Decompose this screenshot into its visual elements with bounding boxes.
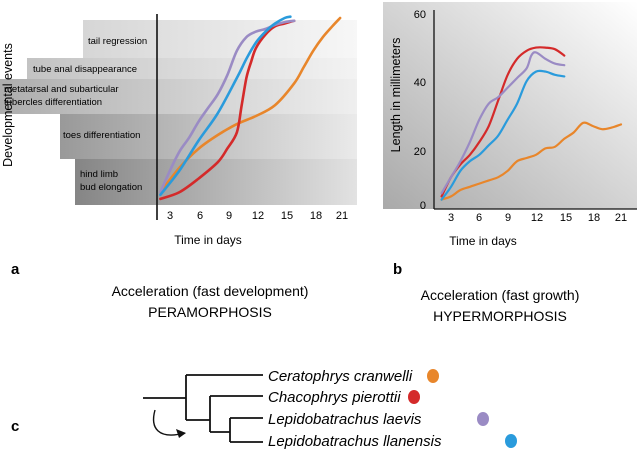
series-line-lepidobatrachus-llanensis [159, 15, 292, 197]
series-line-ceratophrys-cranwelli [159, 16, 342, 194]
series-line-chacophrys-pierottii [440, 46, 566, 198]
panel-a-y-axis-label: Developmental events [1, 43, 15, 167]
panel-b-y-tick: 60 [414, 9, 426, 21]
panel-b-x-tick: 21 [615, 212, 627, 224]
panel-a-x-tick: 12 [252, 210, 264, 222]
panel-label-a: a [11, 261, 20, 278]
panel-b-x-ticks: 3 6 9 12 15 18 21 [448, 212, 627, 224]
panel-a-x-tick: 15 [281, 210, 293, 222]
panel-a-x-tick: 9 [226, 210, 232, 222]
panel-b-x-tick: 9 [505, 212, 511, 224]
caption-b-line2: HYPERMORPHOSIS [433, 308, 567, 324]
panel-label-c: c [11, 418, 19, 435]
panel-b-x-tick: 6 [476, 212, 482, 224]
species-color-dot-red [408, 390, 420, 404]
species-label: Chacophrys pierottii [268, 389, 401, 406]
series-line-lepidobatrachus-llanensis [440, 69, 566, 201]
panel-c-tree [143, 374, 263, 443]
panel-a: tail regression tube anal disappearance … [0, 14, 357, 247]
panel-b-series [440, 46, 623, 201]
series-line-ceratophrys-cranwelli [440, 121, 623, 201]
panel-b-x-tick: 12 [531, 212, 543, 224]
band-toes [60, 114, 357, 159]
panel-b-x-tick: 3 [448, 212, 454, 224]
panel-b-y-axis-label: Length in millimeters [389, 38, 403, 153]
panel-b-y-tick: 20 [414, 146, 426, 158]
panel-b-y-tick: 40 [414, 77, 426, 89]
series-line-lepidobatrachus-laevis [440, 51, 566, 195]
caption-a-line1: Acceleration (fast development) [112, 283, 309, 299]
event-label-metatarsal-2: tubercles differentiation [4, 97, 102, 108]
arrow-head [176, 429, 186, 438]
panel-a-x-tick: 6 [197, 210, 203, 222]
band-tube-anal [27, 58, 357, 79]
event-label-hind-limb-1: hind limb [80, 169, 118, 180]
band-hind-limb [75, 159, 357, 205]
panel-b-x-axis-label: Time in days [449, 234, 517, 248]
species-label: Lepidobatrachus laevis [268, 411, 422, 428]
event-label-toes: toes differentiation [63, 130, 140, 141]
panel-b: Length in millimeters 0 20 40 60 3 6 9 1… [383, 2, 637, 248]
panel-a-x-ticks: 3 6 9 12 15 18 21 [167, 210, 348, 222]
panel-b-y-tick: 0 [420, 200, 426, 212]
band-metatarsal [0, 79, 357, 114]
panel-a-series [159, 15, 342, 201]
species-label: Lepidobatrachus llanensis [268, 433, 442, 450]
panel-b-x-tick: 15 [560, 212, 572, 224]
species-color-dot-orange [427, 369, 439, 383]
panel-b-x-tick: 18 [588, 212, 600, 224]
panel-b-y-ticks: 0 20 40 60 [414, 9, 426, 212]
species-label: Ceratophrys cranwelli [268, 368, 413, 385]
event-label-tube-anal: tube anal disappearance [33, 64, 137, 75]
series-line-chacophrys-pierottii [159, 19, 296, 201]
caption-b-line1: Acceleration (fast growth) [421, 287, 580, 303]
event-label-metatarsal-1: metatarsal and subarticular [4, 84, 119, 95]
species-color-dot-purple [477, 412, 489, 426]
panel-b-background [383, 2, 637, 209]
species-color-dot-blue [505, 434, 517, 448]
panel-label-b: b [393, 261, 402, 278]
panel-a-x-tick: 3 [167, 210, 173, 222]
event-label-hind-limb-2: bud elongation [80, 182, 142, 193]
caption-a-line2: PERAMORPHOSIS [148, 304, 272, 320]
panel-a-x-tick: 21 [336, 210, 348, 222]
panel-a-x-axis-label: Time in days [174, 233, 242, 247]
panel-a-x-tick: 18 [310, 210, 322, 222]
event-label-tail-regression: tail regression [88, 36, 147, 47]
